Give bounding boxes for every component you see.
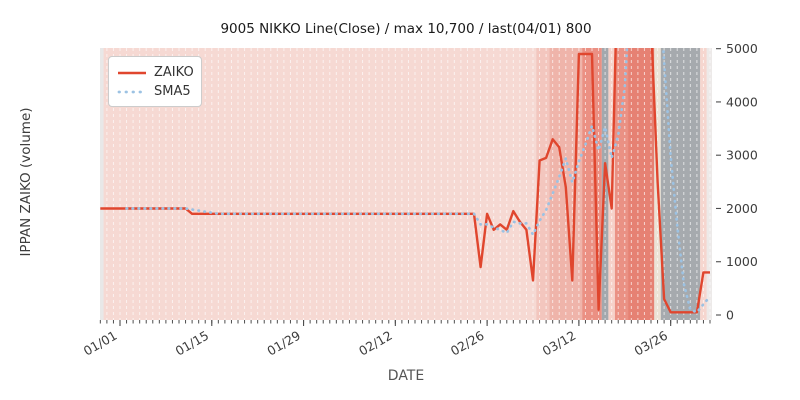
legend-item-sma5: SMA5 [117,82,193,101]
background-band [614,48,629,320]
x-tick-label: 01/29 [264,328,303,359]
sma5-dotted-swatch [117,90,147,93]
zaiko-line [100,48,710,314]
x-tick-label: 02/26 [448,328,487,359]
y-tick-label: 3000 [726,148,758,163]
x-tick-label: 03/26 [631,328,670,359]
y-axis-label: IPPAN ZAIKO (volume) [18,107,34,257]
legend: ZAIKO SMA5 [108,56,202,107]
y-tick-label: 5000 [726,41,758,56]
legend-item-zaiko: ZAIKO [117,63,194,82]
legend-label-zaiko: ZAIKO [154,65,194,80]
x-tick-label: 02/12 [356,328,395,359]
y-tick-label: 0 [726,308,734,323]
x-axis-label: DATE [387,368,425,384]
legend-label-sma5: SMA5 [154,84,191,99]
x-tick-label: 03/12 [540,328,579,359]
y-tick-label: 1000 [726,254,758,269]
y-tick-label: 2000 [726,201,758,216]
chart-title: 9005 NIKKO Line(Close) / max 10,700 / la… [220,21,592,37]
background-band [628,48,655,320]
background-band [700,48,707,320]
sma5-line [125,48,712,314]
x-tick-label: 01/15 [173,328,212,359]
x-tick-label: 01/01 [81,328,120,359]
zaiko-line-swatch [118,71,146,74]
background-band [706,48,712,320]
y-tick-label: 4000 [726,94,758,109]
